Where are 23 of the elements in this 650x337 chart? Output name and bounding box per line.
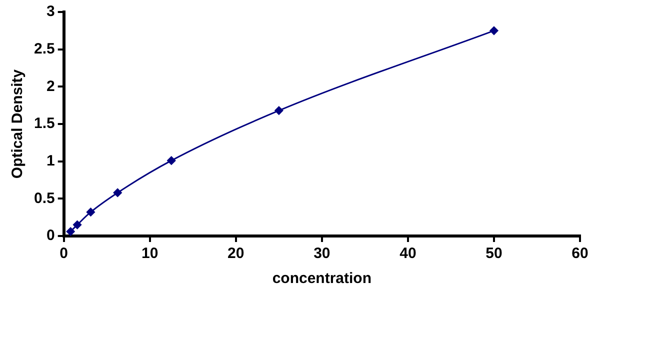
y-tick-label: 1 <box>46 152 55 170</box>
x-axis-title: concentration <box>272 270 372 288</box>
point <box>167 156 176 165</box>
y-tick-label: 2 <box>46 78 55 95</box>
x-tick-label: 0 <box>60 245 68 262</box>
y-tick-label: 1.5 <box>34 115 55 132</box>
x-tick-label: 60 <box>572 245 588 262</box>
point <box>113 188 122 197</box>
point <box>86 208 95 216</box>
y-tick-label: 0.5 <box>34 190 55 207</box>
y-tick-label: 0 <box>46 227 55 244</box>
x-tick-label: 10 <box>142 245 158 262</box>
y-axis-title: Optical Density <box>9 68 26 179</box>
point <box>490 26 498 35</box>
point <box>274 106 284 115</box>
x-tick-label: 20 <box>228 245 244 262</box>
point <box>66 227 75 236</box>
y-tick-label: 3 <box>46 3 55 20</box>
x-tick-label: 50 <box>486 245 502 262</box>
x-tick-label: 30 <box>314 245 330 262</box>
x-tick-label: 40 <box>400 245 416 262</box>
y-tick-label: 2.5 <box>34 40 55 58</box>
point <box>73 220 82 230</box>
